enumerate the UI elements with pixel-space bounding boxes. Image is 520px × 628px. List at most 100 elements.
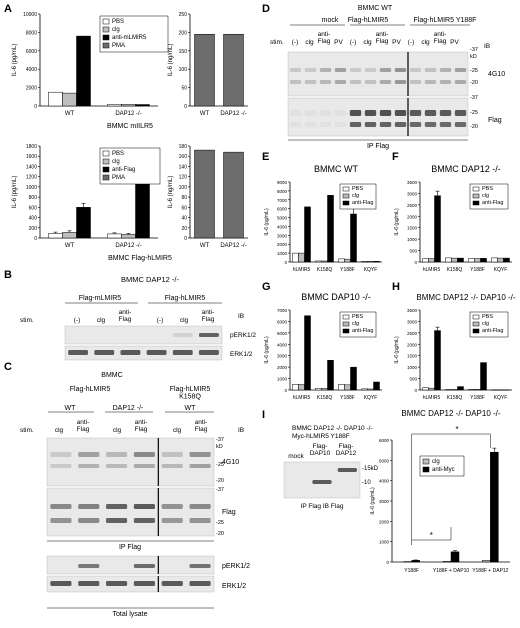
label-line: PMA bbox=[112, 175, 125, 181]
bar bbox=[62, 232, 77, 239]
y-tick-label: 6000 bbox=[26, 49, 37, 55]
label-line: 500 bbox=[409, 249, 417, 254]
group-label: Flag-hLMIR5 bbox=[348, 17, 389, 24]
bar bbox=[411, 560, 420, 563]
chart-A1: 0 2000 4000 6000 8000 10000 IL-6 (pg/mL) WT DAP1… bbox=[12, 12, 169, 117]
bar bbox=[292, 252, 299, 263]
label-line: 150 bbox=[179, 49, 188, 55]
legend-label: clg bbox=[482, 321, 489, 327]
y-tick-label: 100 bbox=[179, 185, 188, 191]
label-line: 1000 bbox=[26, 185, 37, 191]
label-line: -15kD bbox=[362, 466, 379, 472]
group-label: Flag-hLMIR5 bbox=[165, 295, 206, 302]
y-tick-label: 250 bbox=[179, 12, 188, 18]
label-line: 4000 bbox=[26, 67, 37, 73]
panel-letter-A: A bbox=[4, 3, 12, 15]
label-line: K158Q bbox=[179, 393, 201, 400]
blot-band bbox=[78, 452, 100, 457]
label-line: G bbox=[262, 281, 271, 293]
label-line: B bbox=[4, 269, 12, 281]
x-tick-label: Y188F bbox=[470, 267, 485, 273]
bar bbox=[422, 387, 429, 391]
y-axis-label: IL-6 (pg/mL) bbox=[370, 487, 376, 515]
label-line: IB bbox=[238, 313, 244, 320]
blot-band bbox=[379, 80, 392, 84]
blot-membrane bbox=[287, 51, 469, 97]
bar bbox=[468, 258, 475, 263]
blot-band bbox=[312, 480, 332, 484]
label-line: PV bbox=[450, 39, 459, 46]
blot-band bbox=[349, 68, 362, 72]
y-tick-label: 2000 bbox=[407, 214, 418, 219]
significance-brackets: ** bbox=[411, 425, 491, 545]
legend-swatch bbox=[102, 150, 110, 157]
label-line: 1000 bbox=[277, 251, 288, 256]
label-line: IL-6 (pg/mL) bbox=[264, 208, 270, 236]
bar bbox=[315, 260, 322, 263]
blot-label: 4G10 bbox=[222, 459, 239, 466]
bar bbox=[135, 177, 150, 239]
blot-band bbox=[424, 80, 437, 84]
legend-label: PBS bbox=[112, 151, 124, 157]
label-line: WT bbox=[65, 243, 75, 249]
blot-band bbox=[379, 110, 392, 116]
label-line: 3000 bbox=[277, 354, 288, 359]
y-tick-label: 2000 bbox=[379, 519, 390, 524]
x-tick-label: KQYF bbox=[364, 267, 378, 273]
label-line: 1000 bbox=[379, 540, 390, 545]
y-tick-label: 140 bbox=[179, 164, 188, 170]
label-line: 200 bbox=[29, 226, 38, 232]
label-line: clg bbox=[482, 321, 489, 327]
bar bbox=[350, 213, 357, 263]
label-line: 180 bbox=[179, 144, 188, 150]
label-line: hLMIR5 bbox=[293, 395, 311, 401]
blot-band bbox=[304, 122, 317, 127]
label-line: WT bbox=[65, 111, 75, 117]
label-line: Flag-hLMIR5 bbox=[170, 386, 211, 393]
blot-band bbox=[161, 452, 183, 457]
label-line: (-) bbox=[408, 39, 415, 46]
blot-label: ERK1/2 bbox=[222, 583, 246, 590]
label-line: (-) bbox=[292, 39, 299, 46]
panel-letter-B: B bbox=[4, 269, 12, 281]
lane-label: anti-Flag bbox=[119, 309, 132, 323]
label-line: DAP12 -/- bbox=[220, 243, 246, 249]
blot-b-perk bbox=[64, 325, 223, 345]
panel-letter-E: E bbox=[262, 151, 269, 163]
y-tick-label: 500 bbox=[409, 249, 417, 254]
label-line: IP Flag bbox=[367, 143, 389, 150]
blot-label: ERK1/2 bbox=[230, 351, 253, 358]
bracket bbox=[411, 433, 491, 540]
y-tick-label: 0 bbox=[414, 388, 417, 393]
blot-label: Flag bbox=[488, 117, 502, 124]
label-line: 40 bbox=[181, 216, 187, 222]
label-line: Flag- bbox=[313, 443, 328, 450]
label-line: * bbox=[430, 531, 433, 540]
label-line: H bbox=[392, 281, 400, 293]
label-line: Flag-mLMIR5 bbox=[79, 295, 122, 302]
chart-title: BMMC DAP10 -/- bbox=[301, 292, 371, 302]
bar bbox=[480, 362, 487, 391]
bar bbox=[304, 315, 311, 391]
bar bbox=[298, 252, 305, 263]
label-line: 0 bbox=[284, 388, 287, 393]
legend-label: clg bbox=[352, 193, 359, 199]
legend-swatch bbox=[472, 314, 480, 320]
bar bbox=[480, 258, 487, 263]
ib-label: IB bbox=[238, 427, 244, 434]
legend-box bbox=[419, 455, 465, 477]
label-line: WT bbox=[200, 111, 210, 117]
y-tick-label: 0 bbox=[34, 104, 37, 110]
bar bbox=[121, 234, 136, 239]
label-line: stim. bbox=[270, 39, 284, 46]
y-tick-label: 2000 bbox=[277, 242, 288, 247]
label-line: K158Q bbox=[317, 395, 333, 401]
blot-band bbox=[133, 452, 155, 457]
blot-band bbox=[409, 122, 422, 127]
x-tick-label: DAP12 -/- bbox=[115, 111, 141, 117]
mw-marker: -37 bbox=[470, 47, 478, 53]
legend-swatch bbox=[342, 328, 350, 334]
label-line: BMMC bbox=[101, 372, 122, 379]
blot-band bbox=[133, 504, 155, 509]
label-line: Y188F bbox=[340, 267, 355, 273]
